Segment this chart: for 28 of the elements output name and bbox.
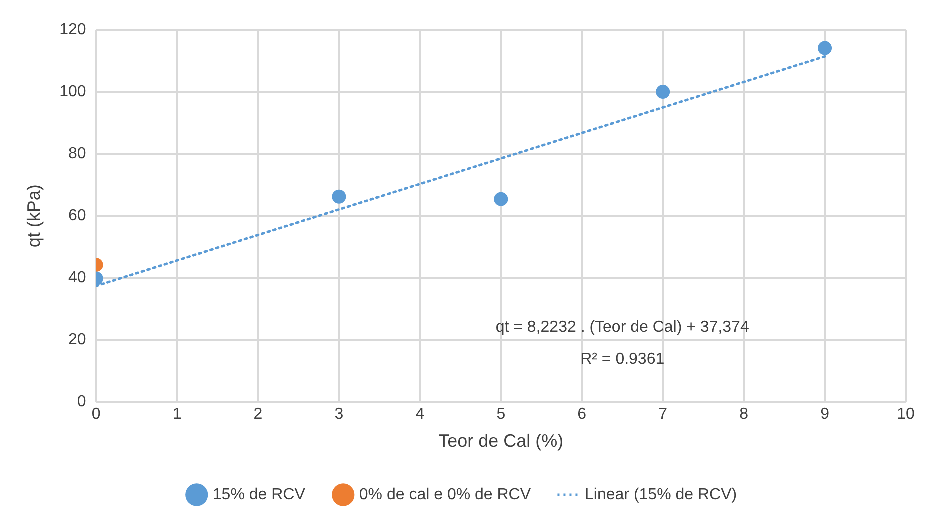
y-tick-label: 20 [68, 332, 86, 349]
x-tick-label: 4 [416, 406, 425, 424]
x-tick-label: 7 [658, 406, 668, 424]
y-tick-label: 80 [68, 145, 86, 162]
annotation: R² = 0.9361 [580, 350, 665, 368]
point [494, 192, 508, 206]
y-tick-label: 100 [60, 83, 86, 100]
x-tick-label: 5 [496, 406, 506, 424]
x-tick-label: 8 [740, 406, 749, 424]
point [818, 41, 832, 56]
point [656, 85, 670, 100]
y-axis-title: qt (kPa) [24, 184, 44, 248]
x-tick-label: 1 [172, 406, 182, 424]
x-tick-label: 10 [897, 406, 915, 424]
y-tick-label: 60 [68, 208, 86, 225]
x-tick-label: 2 [254, 406, 263, 424]
x-tick-label: 9 [820, 406, 830, 424]
x-tick-label: 6 [578, 406, 587, 424]
legend-label: Linear (15% de RCV) [585, 486, 738, 504]
x-axis-title: Teor de Cal (%) [438, 431, 564, 452]
y-tick-label: 40 [68, 270, 86, 287]
x-tick-label: 3 [334, 406, 344, 424]
y-tick-label: 0 [77, 394, 86, 411]
legend-label: 15% de RCV [212, 486, 306, 504]
x-tick-label: 0 [92, 406, 101, 424]
annotation: qt = 8,2232 . (Teor de Cal) + 37,374 [496, 319, 750, 336]
legend-label: 0% de cal e 0% de RCV [359, 486, 532, 504]
y-tick-label: 120 [60, 21, 86, 38]
